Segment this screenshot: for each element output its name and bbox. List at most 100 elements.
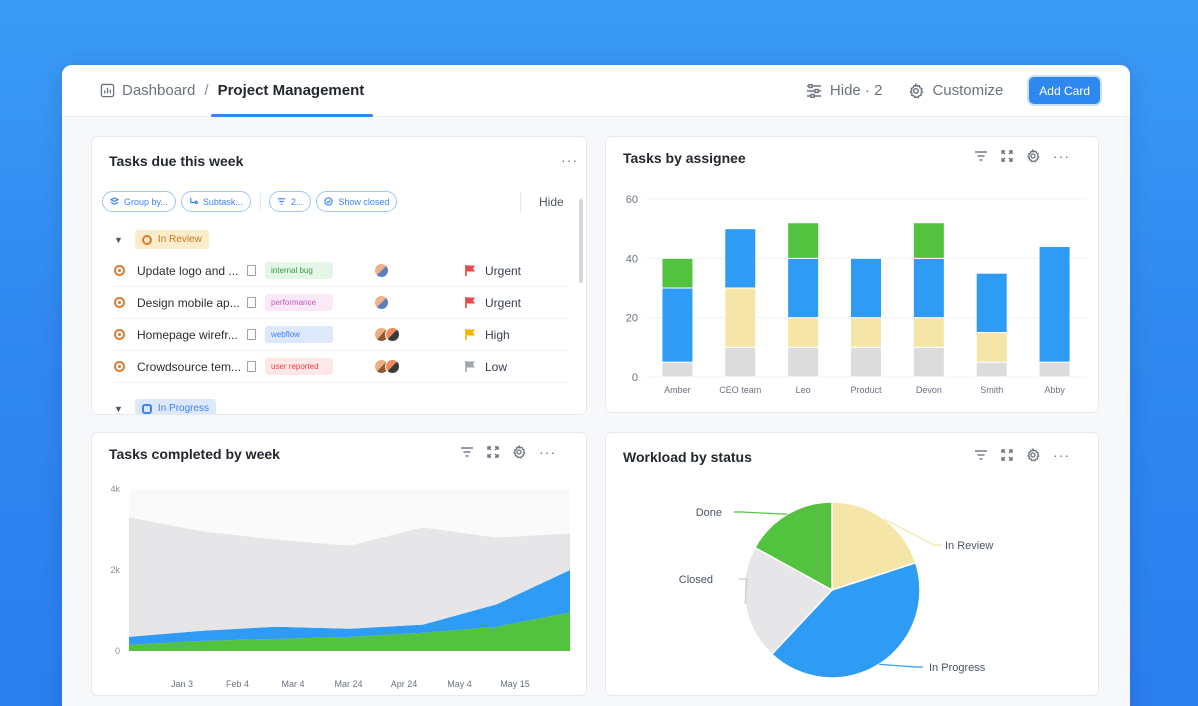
chart-tools: ··· (961, 149, 1070, 163)
task-name[interactable]: Design mobile ap... (137, 295, 240, 310)
filter-count-label: 2... (290, 196, 304, 207)
add-card-button[interactable]: Add Card (1029, 77, 1100, 104)
customize-button[interactable]: Customize (908, 82, 1003, 99)
bar-segment (912, 222, 945, 259)
tasks-completed-card: Tasks completed by week ··· 0 2k 4k Jan 3 Fe… (91, 432, 587, 696)
bar-segment (661, 361, 694, 378)
hide-columns-link[interactable]: Hide (539, 195, 564, 209)
more-options-icon[interactable]: ··· (1053, 148, 1070, 164)
pie-slice (831, 501, 917, 592)
task-row[interactable]: Homepage wirefr... webflow High (114, 319, 568, 351)
more-options-icon[interactable]: ··· (539, 444, 556, 460)
breadcrumb-current[interactable]: Project Management (217, 82, 365, 99)
x-tick-label: Mar 24 (334, 679, 362, 689)
chart-tools: ··· (961, 448, 1070, 462)
show-closed-label: Show closed (338, 196, 390, 207)
hide-label: Hide · 2 (829, 82, 883, 99)
priority-label: Low (485, 359, 508, 374)
x-tick-label: CEO team (719, 385, 761, 395)
filter-icon[interactable] (974, 150, 988, 162)
pie-slice (753, 501, 833, 592)
tasks-by-assignee-title: Tasks by assignee (623, 150, 746, 166)
bar-segment (850, 257, 882, 319)
bar-segment (787, 317, 820, 348)
avatar (374, 263, 389, 278)
subtask-icon (190, 197, 198, 205)
area-series (129, 612, 570, 651)
bar-segment (787, 346, 820, 378)
assignees[interactable] (374, 359, 400, 374)
group-in-review[interactable]: ▼ In Review (114, 230, 209, 249)
task-name[interactable]: Crowdsource tem... (137, 359, 242, 374)
bar-segment (787, 257, 820, 319)
task-tag[interactable]: webflow (265, 326, 333, 343)
group-by-chip[interactable]: Group by... (102, 191, 176, 212)
filter-divider (259, 192, 261, 211)
x-tick-label: Smith (980, 385, 1003, 395)
x-tick-label: Feb 4 (226, 679, 249, 689)
breadcrumb-dashboard[interactable]: Dashboard (122, 82, 196, 99)
bar-segment (912, 346, 945, 378)
area-series (129, 517, 570, 637)
bar-segment (787, 222, 820, 259)
priority[interactable]: Urgent (464, 264, 521, 278)
task-name[interactable]: Homepage wirefr... (137, 327, 238, 342)
task-tag[interactable]: performance (265, 294, 333, 311)
filter-icon[interactable] (460, 446, 474, 458)
y-tick-label: 40 (626, 253, 638, 265)
group-label: In Progress (157, 403, 210, 414)
task-row[interactable]: Update logo and ... internal bug Urgent (114, 255, 568, 287)
task-tag[interactable]: internal bug (265, 262, 333, 279)
more-options-icon[interactable]: ··· (1053, 447, 1070, 463)
bar-segment (724, 228, 757, 289)
assignees[interactable] (374, 263, 389, 278)
in-review-status-icon (141, 234, 152, 245)
check-circle-icon (324, 197, 334, 206)
pie-leader-line (734, 511, 788, 515)
status-icon[interactable] (114, 329, 125, 340)
in-progress-status-icon (141, 403, 152, 414)
x-tick-label: Leo (796, 385, 811, 395)
status-icon[interactable] (114, 265, 125, 276)
y-tick-label: 0 (115, 646, 120, 656)
subtasks-chip[interactable]: Subtask... (180, 191, 251, 212)
active-tab-indicator (211, 114, 373, 117)
settings-icon[interactable] (1026, 448, 1040, 462)
priority[interactable]: High (464, 328, 510, 342)
assignees[interactable] (374, 327, 400, 342)
group-by-label: Group by... (124, 196, 168, 207)
assignees[interactable] (374, 295, 389, 310)
task-row[interactable]: Design mobile ap... performance Urgent (114, 287, 568, 319)
filter-icon[interactable] (974, 449, 988, 461)
y-tick-label: 20 (626, 313, 638, 325)
hide-button[interactable]: Hide · 2 (806, 82, 883, 99)
settings-icon[interactable] (512, 445, 526, 459)
status-icon[interactable] (114, 361, 125, 372)
filter-chip[interactable]: 2... (268, 191, 312, 212)
task-row[interactable]: Crowdsource tem... user reported Low (114, 351, 568, 383)
expand-icon[interactable] (487, 446, 499, 458)
bar-segment (724, 287, 757, 348)
flag-icon (465, 265, 475, 276)
bar-segment (850, 317, 882, 348)
scrollbar[interactable] (579, 199, 583, 283)
show-closed-chip[interactable]: Show closed (316, 191, 398, 212)
priority-label: High (485, 327, 510, 342)
filter-icon (277, 198, 285, 205)
group-in-progress[interactable]: ▼ In Progress (114, 399, 217, 414)
workload-card: Workload by status ··· In Review In Progr… (605, 432, 1099, 696)
expand-icon[interactable] (1001, 449, 1013, 461)
priority[interactable]: Low (464, 360, 507, 374)
caret-down-icon[interactable]: ▼ (114, 403, 123, 414)
expand-icon[interactable] (1001, 150, 1013, 162)
caret-down-icon[interactable]: ▼ (114, 234, 123, 245)
settings-icon[interactable] (1026, 149, 1040, 163)
priority[interactable]: Urgent (464, 296, 521, 310)
x-tick-label: Amber (664, 385, 691, 395)
more-options-icon[interactable]: ··· (561, 152, 578, 168)
status-icon[interactable] (114, 297, 125, 308)
dashboard-window: Dashboard / Project Management Hide · 2 … (62, 65, 1130, 706)
task-tag[interactable]: user reported (265, 358, 333, 375)
task-name[interactable]: Update logo and ... (137, 263, 239, 278)
tasks-completed-title: Tasks completed by week (109, 446, 280, 462)
